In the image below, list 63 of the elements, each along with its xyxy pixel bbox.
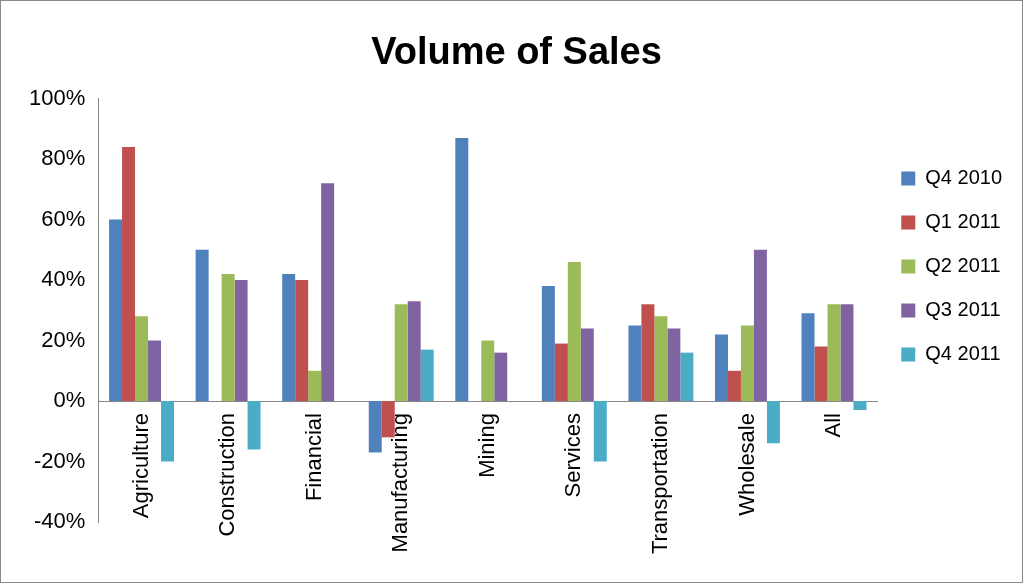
y-tick-label: -20% bbox=[33, 447, 86, 473]
bar bbox=[827, 304, 841, 402]
bar bbox=[680, 352, 694, 402]
bar bbox=[321, 183, 335, 402]
bar bbox=[420, 349, 434, 402]
legend-label: Q3 2011 bbox=[925, 298, 1001, 321]
bar bbox=[135, 316, 149, 402]
bar bbox=[641, 304, 655, 402]
x-tick-label: Construction bbox=[214, 413, 240, 537]
bar bbox=[161, 401, 174, 462]
y-tick-label: 40% bbox=[41, 266, 86, 292]
bar bbox=[481, 340, 495, 402]
bar bbox=[753, 249, 767, 402]
bar bbox=[580, 328, 594, 402]
bar bbox=[494, 352, 508, 402]
y-tick-label: 100% bbox=[28, 84, 86, 110]
bar bbox=[714, 334, 728, 402]
chart-title: Volume of Sales bbox=[371, 30, 662, 73]
bar bbox=[628, 325, 642, 402]
legend-label: Q1 2011 bbox=[925, 210, 1001, 233]
y-tick-label: 60% bbox=[41, 205, 86, 231]
bar bbox=[247, 401, 261, 450]
bar bbox=[567, 261, 581, 402]
bar bbox=[195, 249, 209, 402]
x-tick-label: Wholesale bbox=[733, 413, 759, 516]
bar bbox=[801, 313, 815, 402]
legend-label: Q2 2011 bbox=[925, 254, 1001, 277]
y-tick-label: 20% bbox=[41, 326, 86, 352]
bar bbox=[234, 280, 248, 402]
bar bbox=[122, 146, 136, 402]
bar bbox=[766, 401, 780, 444]
legend-label: Q4 2010 bbox=[925, 166, 1003, 189]
bar bbox=[109, 219, 123, 402]
y-tick-label: -40% bbox=[33, 508, 86, 534]
x-tick-label: Manufacturing bbox=[387, 413, 413, 553]
x-tick-label: Agriculture bbox=[127, 413, 153, 519]
legend-label: Q4 2011 bbox=[925, 342, 1001, 365]
bar bbox=[740, 325, 754, 402]
bar bbox=[840, 304, 854, 402]
y-tick-label: 80% bbox=[41, 145, 86, 171]
bar bbox=[295, 280, 309, 402]
bar bbox=[654, 316, 668, 402]
bar bbox=[394, 304, 408, 402]
x-tick-label: Mining bbox=[473, 413, 499, 478]
bar bbox=[814, 346, 828, 402]
bar bbox=[308, 370, 322, 402]
x-tick-label: All bbox=[820, 413, 846, 438]
bar bbox=[221, 274, 235, 402]
x-tick-label: Financial bbox=[300, 413, 326, 502]
bar bbox=[853, 401, 867, 411]
bar bbox=[593, 401, 607, 462]
bar bbox=[148, 340, 162, 402]
bar bbox=[667, 328, 681, 402]
x-tick-label: Transportation bbox=[646, 413, 672, 555]
bar bbox=[727, 370, 741, 402]
x-tick-label: Services bbox=[560, 413, 586, 498]
bar bbox=[455, 137, 469, 402]
bar bbox=[407, 301, 421, 402]
bar bbox=[541, 286, 555, 402]
bar bbox=[282, 274, 296, 402]
y-tick-label: 0% bbox=[53, 387, 86, 413]
bar bbox=[368, 401, 382, 453]
bar bbox=[554, 343, 568, 402]
